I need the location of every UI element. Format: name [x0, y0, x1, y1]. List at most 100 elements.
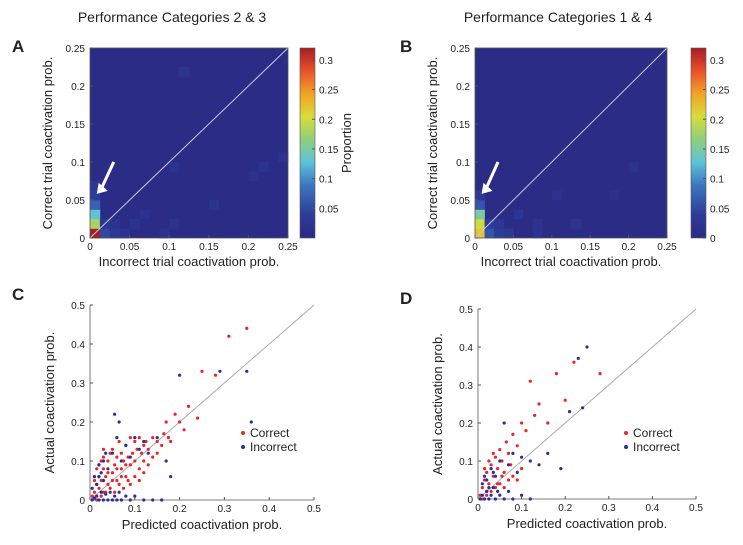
panel-c-point-incorrect [99, 490, 103, 494]
panel-d-point-incorrect [528, 459, 532, 463]
panel-d-x-tick-label: 0.2 [558, 503, 572, 514]
panel-d-point-incorrect [485, 478, 489, 482]
panel-c-point-correct [124, 463, 128, 467]
panel-a-colorbar [299, 47, 316, 239]
panel-a-letter: A [12, 37, 24, 56]
panel-c-point-incorrect [146, 451, 150, 455]
panel-d-point-correct [546, 421, 550, 425]
panel-c-letter: C [12, 285, 24, 304]
panel-c-point-incorrect [110, 451, 114, 455]
panel-b-heatmap-cell [532, 219, 543, 229]
panel-c-point-correct [137, 478, 141, 483]
panel-b-colorbar-tick-label: 0.2 [710, 115, 724, 126]
panel-d-point-correct [524, 429, 528, 433]
panel-c-point-correct [108, 486, 112, 490]
panel-a-y-tick-label: 0.1 [71, 158, 85, 169]
panel-c-point-incorrect [160, 498, 164, 502]
panel-a-heatmap-cell [90, 190, 101, 201]
panel-c-point-incorrect [101, 498, 106, 502]
panel-c-point-correct [115, 455, 119, 459]
panel-b-heatmap-cell [494, 228, 505, 239]
panel-c-point-correct [146, 463, 150, 467]
panel-c-point-incorrect [97, 475, 101, 479]
panel-a-heatmap-cell [109, 219, 120, 229]
panel-b-title: Performance Categories 1 & 4 [464, 9, 653, 25]
panel-c-point-correct [133, 439, 137, 444]
panel-d-point-incorrect [502, 497, 506, 501]
panel-b-colorbar-tick-label: 0.1 [710, 175, 724, 186]
panel-c-point-correct [133, 459, 137, 463]
panel-c-point-correct [186, 404, 191, 408]
panel-c-point-incorrect [101, 478, 106, 483]
panel-d-point-incorrect [487, 497, 491, 501]
panel-b-heatmap-cell [503, 228, 514, 239]
panel-d-point-correct [506, 451, 511, 455]
panel-d-point-correct [485, 470, 489, 474]
panel-b-y-tick-label: 0.1 [456, 158, 470, 169]
panel-c-legend-marker-correct [241, 431, 245, 435]
panel-c-point-incorrect [95, 494, 99, 498]
panel-c-legend-label-correct: Correct [250, 426, 290, 440]
panel-a-y-tick-label: 0.2 [71, 82, 85, 93]
panel-d-y-tick-label: 0.2 [459, 419, 473, 430]
panel-a-x-axis-label: Incorrect trial coactivation prob. [99, 254, 280, 269]
panel-c-point-correct [166, 436, 170, 440]
panel-c-point-incorrect [137, 447, 141, 451]
panel-c-point-correct [115, 467, 119, 471]
panel-d-point-incorrect [482, 497, 487, 501]
panel-c-point-correct [128, 436, 132, 440]
panel-d-point-incorrect [502, 421, 506, 425]
panel-b-heatmap-cell [532, 228, 543, 239]
panel-d-y-tick-label: 0.5 [459, 305, 473, 316]
panel-c-point-correct [104, 475, 108, 479]
panel-c-point-incorrect [90, 498, 94, 502]
panel-c-point-incorrect [133, 436, 137, 440]
panel-c-point-correct [135, 447, 139, 451]
panel-c-point-correct [113, 463, 117, 467]
panel-c-point-correct [245, 326, 249, 330]
panel-b-heatmap-cell [494, 219, 505, 229]
panel-d-y-tick-label: 0.3 [459, 381, 473, 392]
panel-c-point-incorrect [249, 420, 253, 424]
panel-d-point-incorrect [581, 406, 585, 410]
panel-a-colorbar-tick-label: 0.25 [319, 86, 339, 97]
panel-c-y-tick-label: 0.4 [71, 340, 85, 351]
panel-c-point-correct [113, 490, 117, 494]
panel-c-x-tick-label: 0.4 [262, 504, 276, 515]
panel-c-y-tick-label: 0 [79, 496, 85, 507]
panel-a-arrow [99, 161, 116, 191]
panel-c-point-correct [195, 416, 200, 420]
panel-b-y-axis-label: Correct trial coactivation prob. [425, 57, 440, 230]
panel-d-point-correct [520, 421, 524, 425]
panel-b-arrow [484, 161, 500, 191]
panel-a-heatmap-cell [90, 200, 101, 210]
panel-d-y-tick-label: 0.1 [459, 457, 473, 468]
panel-c-point-correct [106, 459, 110, 463]
panel-d-point-incorrect [515, 470, 519, 474]
panel-a-heatmap-cell [119, 228, 130, 239]
panel-d-point-correct [533, 413, 537, 417]
panel-c-point-incorrect [95, 482, 99, 486]
panel-b-x-tick-label: 0.1 [545, 242, 559, 253]
panel-d-point-correct [489, 489, 493, 493]
panel-d-point-incorrect [511, 497, 515, 501]
panel-c-point-correct [137, 436, 141, 440]
panel-a-heatmap-cell [258, 162, 269, 172]
panel-c-point-incorrect [178, 373, 182, 377]
panel-b-colorbar-tick-label: 0.05 [710, 204, 730, 215]
panel-c-point-correct [97, 486, 101, 490]
panel-a-colorbar-tick-label: 0.15 [319, 145, 339, 156]
panel-b-diagonal-line [474, 47, 668, 239]
panel-d-point-correct [498, 448, 502, 452]
panel-b-y-tick-label: 0.05 [451, 196, 471, 207]
panel-c-point-incorrect [245, 369, 249, 373]
panel-b-x-tick-label: 0.15 [580, 242, 600, 253]
panel-a-diagonal-line [89, 47, 289, 239]
panel-c-point-incorrect [119, 498, 123, 502]
panel-a-heatmap-cell [208, 200, 219, 210]
panel-c-point-incorrect [115, 436, 119, 440]
panel-c-point-correct [227, 334, 231, 338]
panel-c-point-incorrect [106, 467, 110, 471]
